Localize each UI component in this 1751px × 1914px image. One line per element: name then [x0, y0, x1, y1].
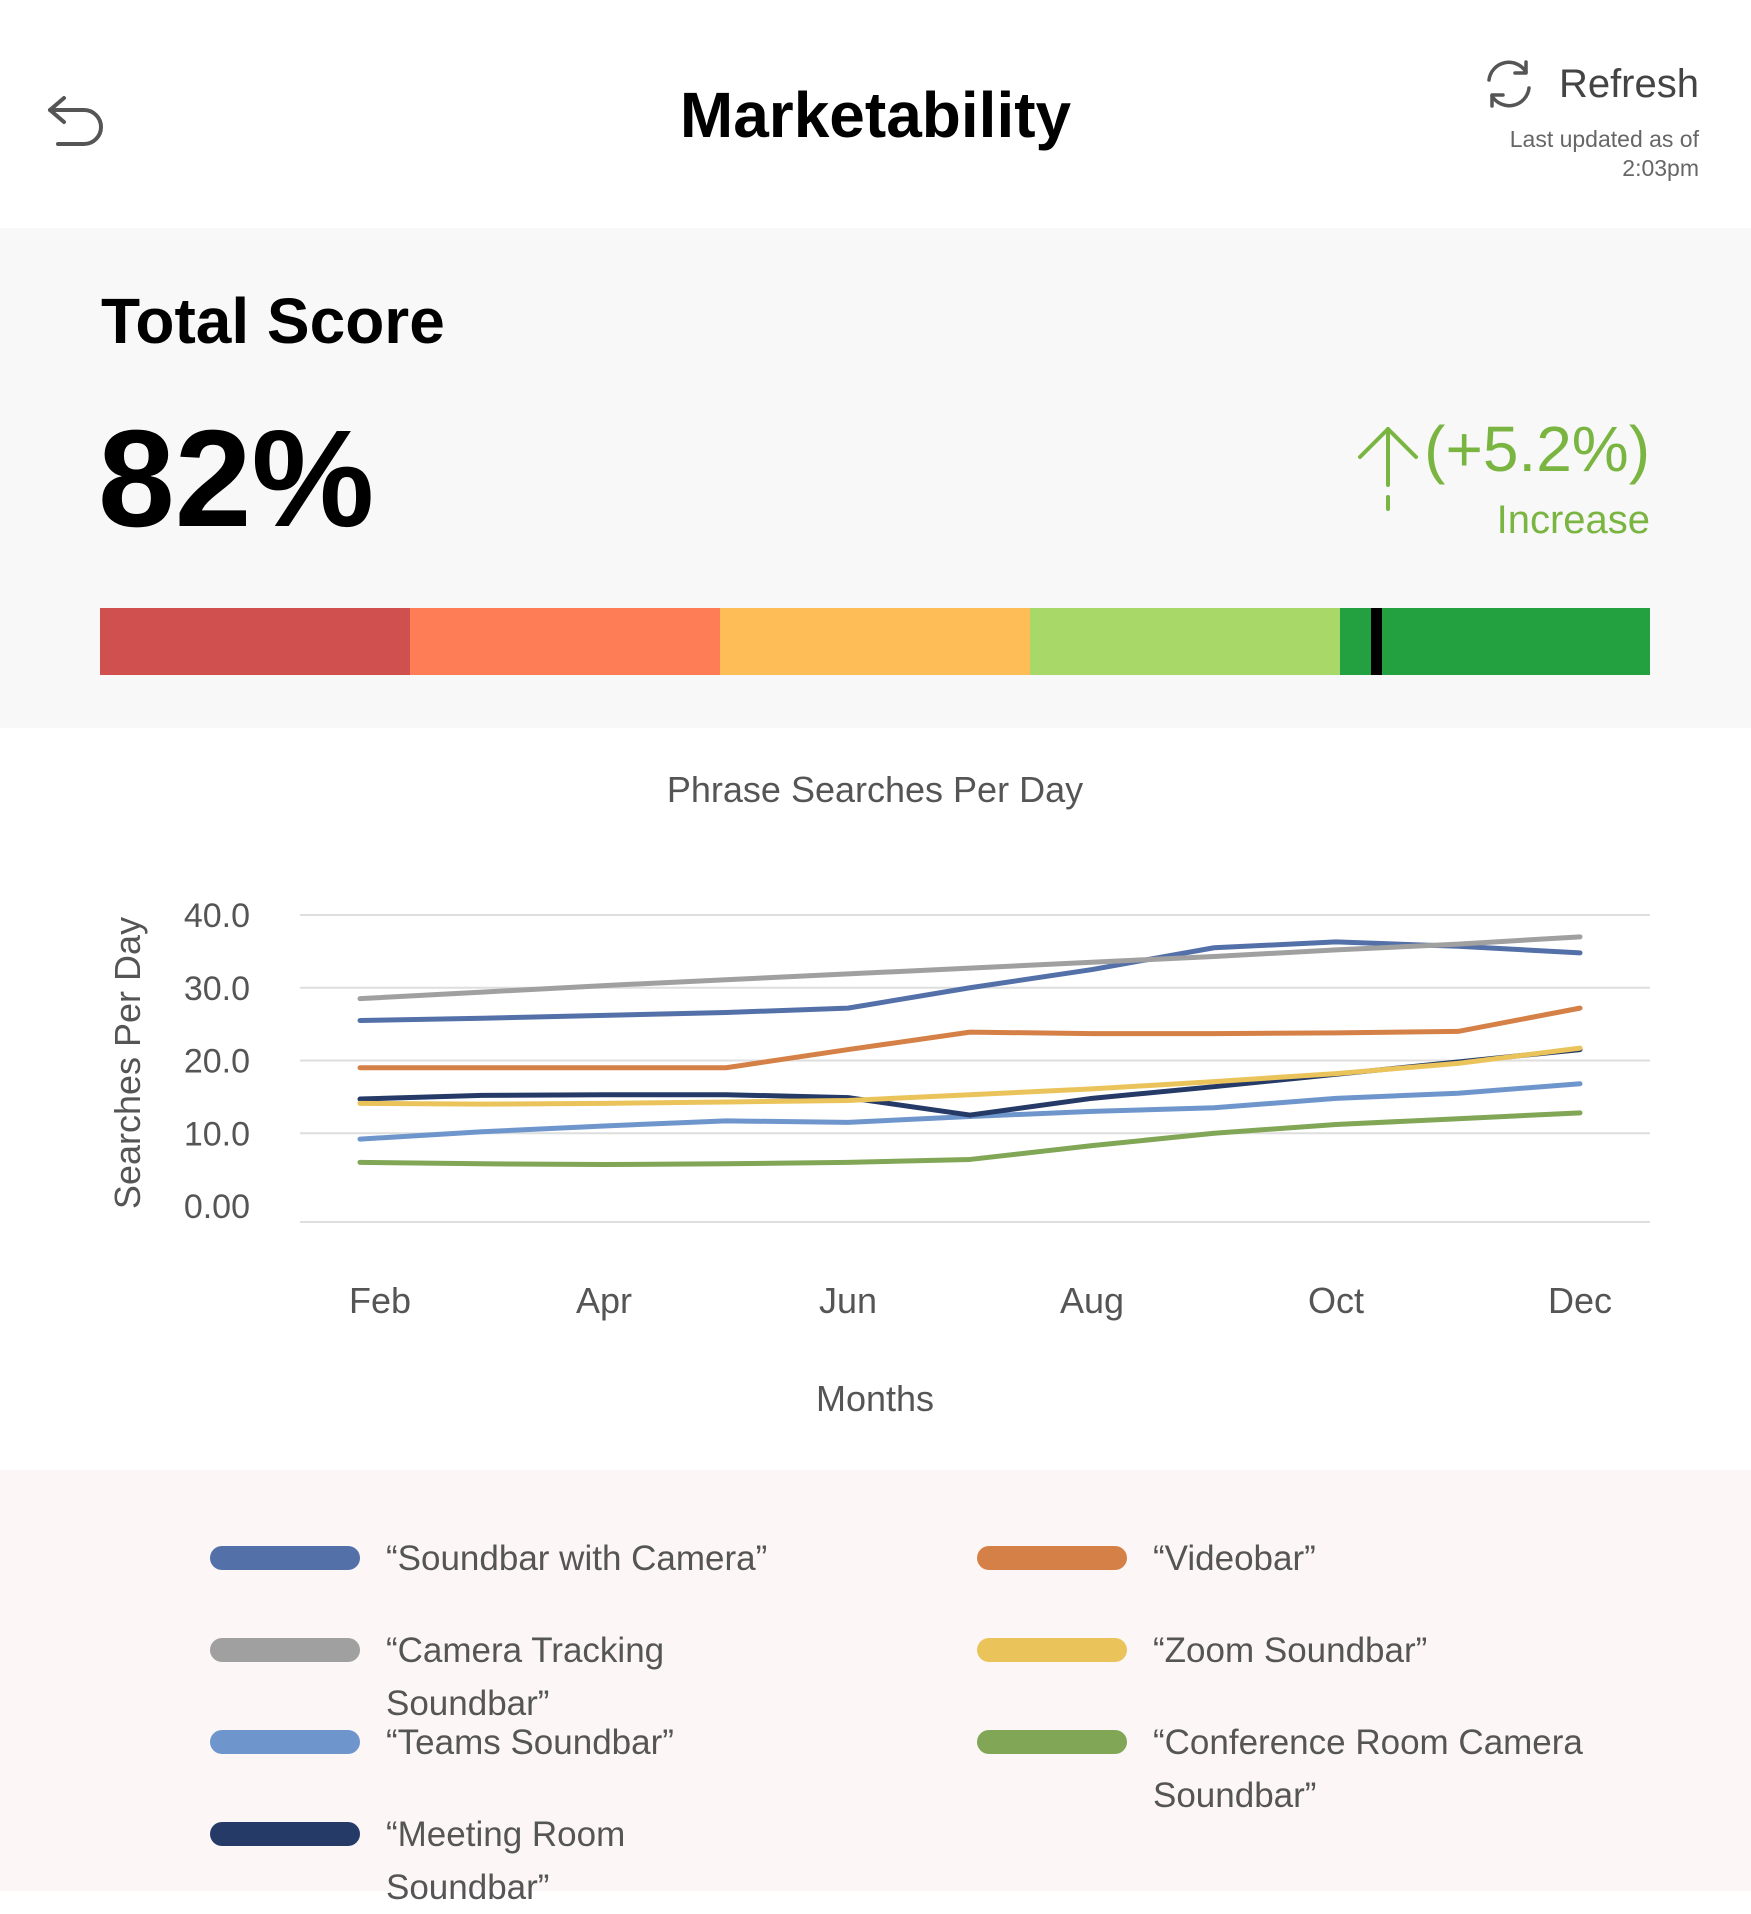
gauge-segment: [100, 608, 410, 675]
legend-item: “Videobar”: [977, 1532, 1537, 1585]
score-marker: [1371, 608, 1382, 675]
total-score-card: Total Score 82% (+5.2%) Increase: [0, 228, 1751, 728]
legend-swatch: [977, 1546, 1127, 1570]
x-tick-label: Aug: [1060, 1280, 1124, 1321]
legend-swatch: [977, 1638, 1127, 1662]
score-gauge-bar: [100, 608, 1650, 675]
legend-item: “Teams Soundbar”: [210, 1716, 770, 1769]
x-tick-label: Jun: [819, 1280, 877, 1321]
y-tick-label: 10.0: [184, 1115, 250, 1153]
refresh-button[interactable]: Refresh: [1481, 56, 1699, 112]
legend-swatch: [210, 1546, 360, 1570]
legend-label: “Zoom Soundbar”: [1153, 1631, 1428, 1670]
legend-item: “Conference Room Camera Soundbar”: [977, 1716, 1617, 1822]
gauge-segment: [1030, 608, 1340, 675]
x-axis-label: Months: [816, 1378, 934, 1419]
legend-item: “Meeting Room Soundbar”: [210, 1808, 770, 1914]
page-title: Marketability: [679, 79, 1072, 151]
legend-swatch: [210, 1638, 360, 1662]
x-tick-label: Dec: [1548, 1280, 1612, 1321]
undo-arrow-icon[interactable]: [40, 92, 112, 152]
gauge-segment: [720, 608, 1030, 675]
legend-label: “Soundbar with Camera”: [386, 1539, 768, 1578]
y-tick-label: 30.0: [184, 970, 250, 1008]
score-change-label: Increase: [1496, 498, 1650, 542]
legend-label: “Conference Room Camera Soundbar”: [1153, 1723, 1583, 1815]
legend-label: “Teams Soundbar”: [386, 1723, 674, 1762]
score-title: Total Score: [101, 285, 445, 357]
series-line: [357, 1005, 1583, 1071]
y-tick-label: 20.0: [184, 1043, 250, 1081]
legend-swatch: [210, 1730, 360, 1754]
series-line: [357, 1045, 1583, 1107]
x-tick-label: Feb: [349, 1280, 411, 1321]
y-axis-label: Searches Per Day: [107, 917, 148, 1209]
legend-label: “Videobar”: [1153, 1539, 1316, 1578]
x-tick-label: Apr: [576, 1280, 632, 1321]
arrow-up-icon: [1358, 427, 1418, 511]
legend-item: “Zoom Soundbar”: [977, 1624, 1537, 1677]
chart-legend: “Soundbar with Camera” “Camera Tracking S…: [0, 1470, 1751, 1907]
refresh-icon: [1487, 60, 1531, 108]
last-updated-text: Last updated as of 2:03pm: [1439, 125, 1699, 183]
last-updated-time: 2:03pm: [1622, 155, 1699, 181]
score-change: (+5.2%): [1424, 413, 1650, 485]
y-tick-label: 0.00: [184, 1188, 250, 1226]
app-header: Marketability Refresh Last updated as of…: [0, 0, 1751, 228]
x-tick-label: Oct: [1308, 1280, 1364, 1321]
series-line: [357, 1110, 1583, 1168]
chart-panel: Phrase Searches Per Day Searches Per Day…: [0, 728, 1751, 1470]
line-chart: Phrase Searches Per Day Searches Per Day…: [107, 769, 1650, 1419]
chart-title: Phrase Searches Per Day: [667, 769, 1083, 810]
y-tick-label: 40.0: [184, 897, 250, 935]
series-line: [357, 934, 1583, 1002]
legend-item: “Camera Tracking Soundbar”: [210, 1624, 770, 1730]
series-line: [357, 1081, 1583, 1142]
legend-swatch: [977, 1730, 1127, 1754]
score-value: 82%: [98, 402, 375, 556]
gauge-segment: [1340, 608, 1650, 675]
last-updated-line1: Last updated as of: [1509, 126, 1699, 152]
legend-swatch: [210, 1822, 360, 1846]
legend-label: “Camera Tracking Soundbar”: [386, 1631, 665, 1723]
legend-item: “Soundbar with Camera”: [210, 1532, 770, 1585]
gauge-segment: [410, 608, 720, 675]
legend-label: “Meeting Room Soundbar”: [386, 1815, 626, 1907]
refresh-label: Refresh: [1558, 61, 1699, 106]
series-line: [357, 939, 1583, 1023]
refresh-area: Refresh Last updated as of 2:03pm: [1439, 56, 1699, 183]
